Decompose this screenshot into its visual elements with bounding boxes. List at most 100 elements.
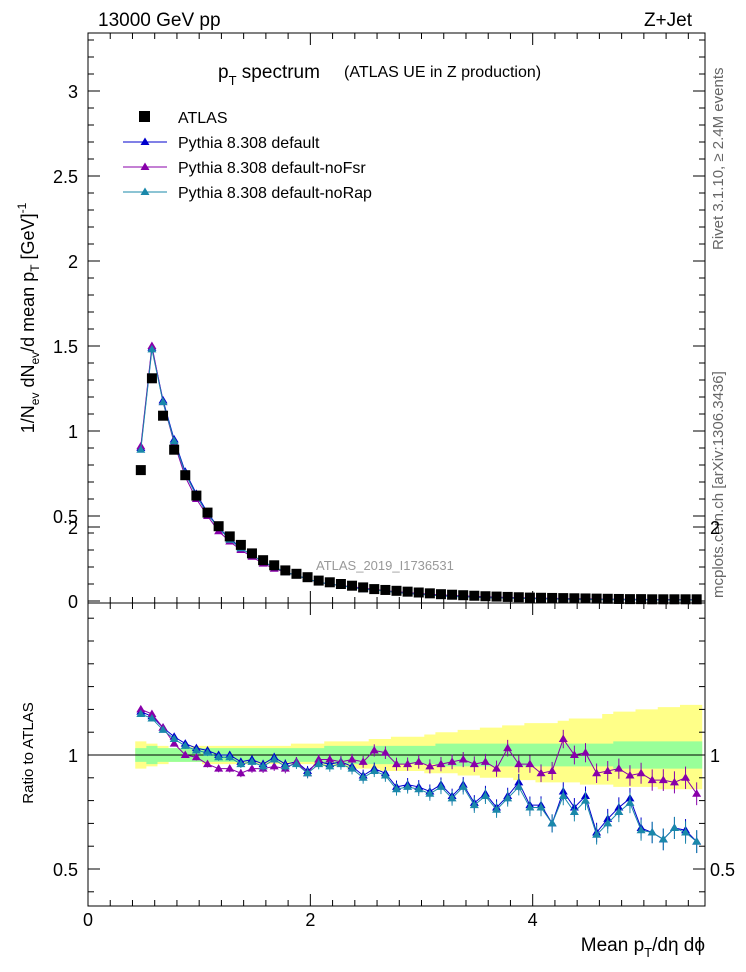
ratio-series-point-1	[269, 761, 279, 770]
ratio-series-point-1	[191, 752, 201, 761]
ratio-series-point-1	[480, 757, 490, 765]
x-tick-label: 0	[83, 910, 93, 930]
ratio-y-tick-label-right: 2	[710, 518, 720, 538]
ratio-series-point-2	[669, 823, 679, 831]
legend-s2-label: Pythia 8.308 default-noRap	[178, 185, 372, 202]
ratio-series-point-2	[203, 748, 213, 756]
ratio-series-point-2	[325, 761, 335, 770]
ratio-series-point-2	[236, 759, 246, 768]
ratio-series-point-1	[669, 777, 679, 786]
atlas-data-point	[680, 594, 691, 605]
ratio-series-point-2	[647, 828, 657, 836]
ratio-series-group	[136, 704, 702, 854]
main-series-point-2	[136, 445, 146, 453]
ratio-series-point-2	[514, 782, 524, 790]
ratio-series-point-2	[369, 766, 379, 774]
atlas-data-point	[613, 593, 624, 604]
ratio-series-point-2	[158, 725, 168, 733]
atlas-data-point	[647, 594, 658, 605]
ratio-series-point-2	[525, 802, 535, 811]
atlas-data-point	[135, 465, 146, 476]
ratio-series-point-1	[180, 750, 190, 758]
atlas-data-point	[235, 539, 246, 550]
header-energy: 13000 GeV pp	[98, 10, 221, 31]
legend-s2-marker	[140, 187, 150, 195]
ratio-series-point-2	[447, 793, 457, 802]
x-tick-label: 2	[305, 910, 315, 930]
ratio-series-point-1	[681, 773, 691, 781]
atlas-data-point	[513, 592, 524, 603]
atlas-data-point	[213, 521, 224, 532]
atlas-data-point	[246, 548, 257, 559]
atlas-data-point	[369, 584, 380, 595]
ratio-series-point-2	[392, 784, 401, 793]
ratio-series-point-2	[280, 761, 290, 770]
ratio-series-point-2	[169, 734, 179, 743]
ratio-series-point-2	[214, 752, 224, 761]
x-axis-label: Mean pT/dη dϕ	[581, 935, 705, 960]
chart-title: pT spectrum	[218, 62, 320, 88]
ratio-series-point-1	[469, 759, 479, 768]
atlas-data-point	[269, 560, 280, 571]
atlas-data-point	[158, 410, 169, 421]
main-y-ticks	[88, 39, 705, 602]
ratio-series-point-1	[314, 755, 324, 763]
ratio-series-point-1	[236, 768, 246, 777]
main-series-point-2	[158, 397, 168, 406]
ratio-series-point-2	[336, 759, 346, 768]
main-y-tick-label: 0.5	[53, 507, 78, 527]
legend-s1-label: Pythia 8.308 default-noFsr	[178, 160, 366, 177]
atlas-data-point	[335, 579, 346, 589]
ratio-series-point-2	[458, 782, 468, 790]
ratio-series-point-1	[625, 771, 635, 779]
atlas-data-point	[224, 531, 235, 542]
legend-s0-marker	[140, 137, 150, 145]
ratio-series-point-1	[647, 775, 657, 784]
ratio-series-point-1	[603, 766, 613, 774]
atlas-data-point	[424, 588, 435, 599]
ratio-series-point-2	[503, 793, 513, 802]
ratio-series-point-1	[592, 768, 602, 777]
ratio-series-point-1	[492, 764, 502, 772]
atlas-data-point	[435, 589, 446, 600]
atlas-data-point	[313, 575, 324, 586]
ratio-series-point-2	[291, 759, 301, 768]
atlas-data-point	[280, 565, 291, 576]
ratio-series-point-1	[214, 764, 224, 772]
ratio-uncertainty-bands	[135, 704, 703, 790]
ratio-series-point-2	[625, 798, 635, 806]
analysis-watermark: ATLAS_2019_I1736531	[316, 558, 454, 573]
main-y-tick-label: 1	[68, 422, 78, 442]
ratio-series-point-1	[403, 759, 413, 768]
ratio-series-point-2	[592, 830, 602, 838]
ratio-series-point-1	[436, 759, 446, 768]
ratio-series-point-1	[692, 789, 702, 797]
ratio-series-point-1	[380, 748, 390, 756]
atlas-data-point	[202, 507, 213, 518]
ratio-series-point-1	[536, 768, 546, 777]
ratio-series-point-2	[147, 714, 157, 722]
ratio-series-point-2	[558, 791, 568, 800]
title-p: p	[218, 62, 229, 83]
ratio-series-point-1	[147, 709, 157, 717]
ratio-series-point-2	[492, 805, 502, 813]
atlas-data-point	[536, 592, 547, 603]
ratio-series-point-1	[369, 745, 379, 754]
chart-subtitle: (ATLAS UE in Z production)	[344, 64, 541, 81]
ratio-series-point-2	[380, 771, 390, 779]
atlas-data-point	[602, 593, 613, 604]
ratio-series-point-1	[558, 734, 568, 743]
ratio-series-point-2	[536, 802, 546, 811]
atlas-data-point	[380, 584, 391, 595]
ratio-series-point-2	[425, 789, 435, 797]
atlas-data-point	[669, 594, 680, 605]
atlas-data-point	[447, 589, 458, 600]
mcplots-label: mcplots.cern.ch [arXiv:1306.3436]	[710, 371, 727, 598]
atlas-data-point	[569, 593, 580, 604]
ratio-series-point-2	[180, 741, 190, 749]
ratio-series-point-2	[303, 768, 313, 777]
ratio-series-point-2	[136, 709, 146, 717]
atlas-data-point	[624, 594, 635, 605]
ratio-series-point-1	[547, 766, 557, 774]
legend-atlas-marker	[139, 111, 150, 122]
